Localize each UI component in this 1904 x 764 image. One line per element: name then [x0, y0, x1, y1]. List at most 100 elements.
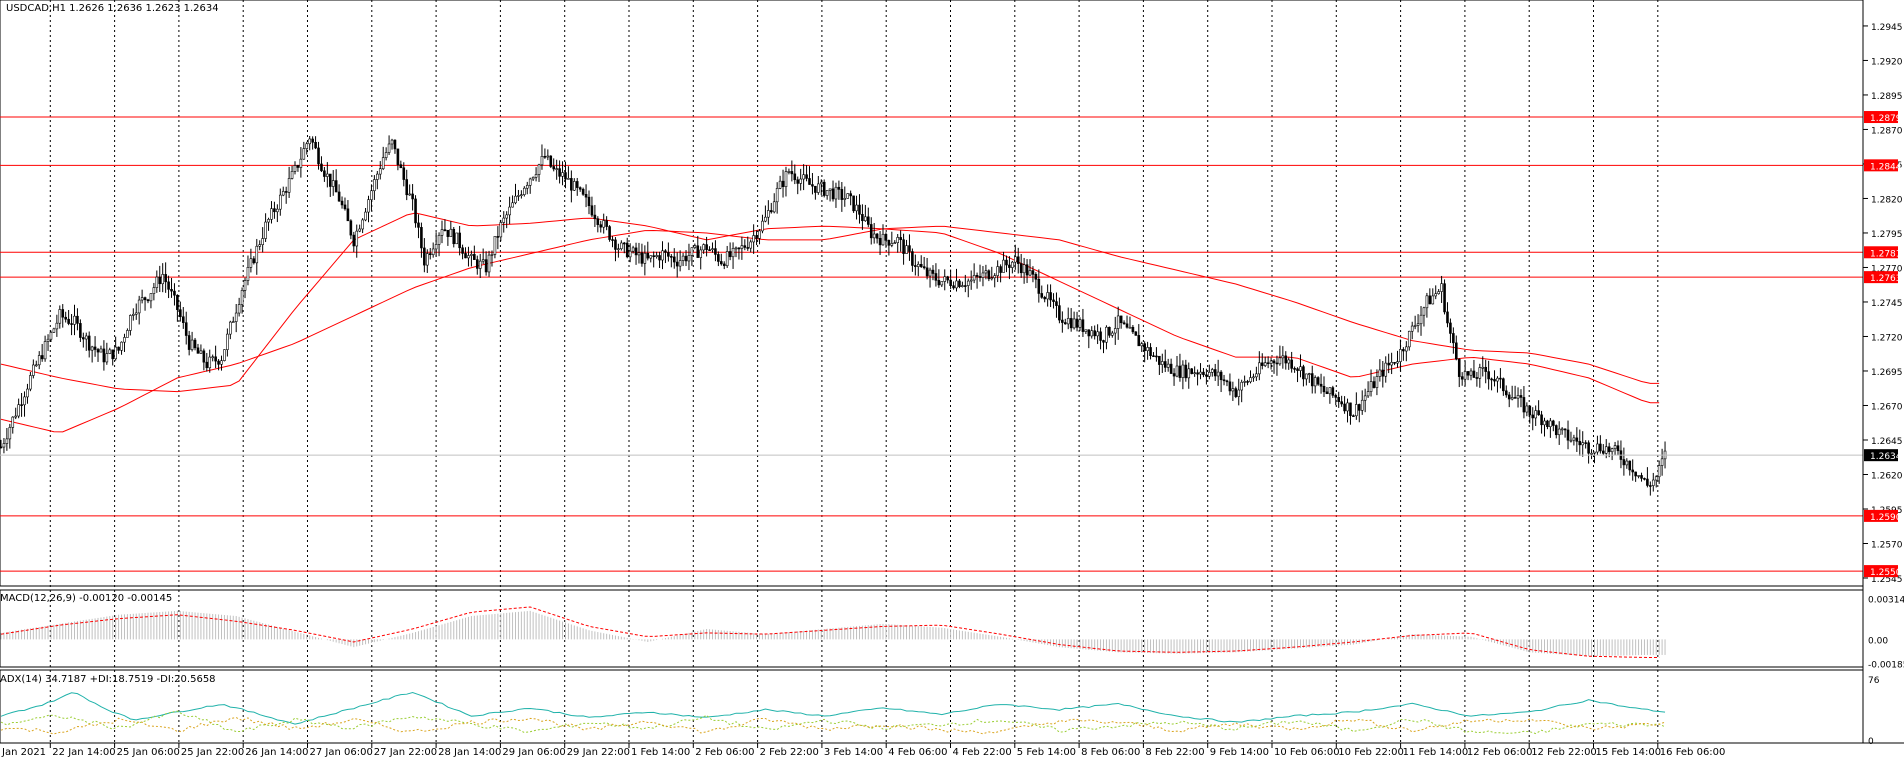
candle-body: [202, 350, 206, 363]
candle-body: [911, 251, 914, 266]
candle-body: [1281, 355, 1285, 359]
candle-body: [1502, 378, 1505, 392]
candle-body: [890, 243, 894, 246]
candle-body: [46, 338, 50, 342]
candle-body: [1343, 403, 1346, 412]
time-scale[interactable]: Jan 2021 22 Jan 14:00 25 Jan 06:00 25 Jan 2…: [0, 742, 1904, 758]
candle-body: [287, 178, 291, 193]
candle-body: [1034, 274, 1038, 280]
candle-body: [1590, 452, 1593, 455]
candle-body: [376, 173, 379, 180]
candle-body: [273, 208, 276, 213]
candle-body: [896, 237, 900, 243]
candle-body: [373, 179, 376, 192]
candle-body: [825, 190, 829, 196]
candle-body: [205, 361, 209, 369]
candle-body: [728, 251, 732, 258]
candle-body: [1319, 383, 1323, 387]
candle-body: [564, 172, 567, 180]
candle-body: [1434, 293, 1438, 297]
candle-body: [34, 364, 38, 367]
candle-body: [990, 277, 994, 280]
candle-body: [1496, 377, 1499, 382]
current-price-tag: [1864, 449, 1898, 462]
candle-body: [543, 156, 547, 158]
candle-body: [1563, 428, 1567, 431]
adx-main-line: [0, 691, 1666, 725]
candle-body: [1396, 361, 1399, 364]
candle-body: [1149, 347, 1152, 357]
candle-body: [567, 178, 570, 180]
candle-body: [1125, 323, 1129, 328]
candle-body: [384, 152, 388, 158]
candle-body: [414, 198, 417, 224]
candle-body: [740, 245, 744, 249]
price-scale[interactable]: 1.29451.29201.28951.28701.28451.28201.27…: [1862, 0, 1904, 747]
candle-body: [1169, 363, 1173, 374]
candle-body: [634, 247, 638, 256]
candle-body: [664, 250, 667, 253]
time-label: 22 Jan 14:00: [52, 747, 115, 758]
candle-body: [1178, 365, 1182, 378]
candle-body: [226, 333, 229, 350]
candle-body: [987, 270, 991, 280]
time-label: 15 Feb 14:00: [1596, 747, 1662, 758]
candle-body: [866, 216, 870, 225]
candle-body: [449, 228, 453, 237]
candle-body: [858, 204, 861, 215]
candle-body: [637, 252, 641, 256]
candle-body: [1572, 437, 1576, 441]
candle-body: [1422, 307, 1426, 316]
candle-body: [123, 337, 126, 343]
candle-body: [0, 446, 3, 449]
candle-body: [1402, 349, 1405, 352]
candle-body: [1346, 402, 1349, 412]
candle-body: [1599, 443, 1602, 452]
candle-body: [1513, 397, 1517, 399]
price-panel[interactable]: USDCAD,H1 1.2626 1.2636 1.2623 1.2634: [0, 0, 1864, 587]
candle-body: [620, 242, 623, 250]
candle-body: [296, 165, 300, 168]
candle-body: [937, 280, 941, 286]
time-label: 12 Feb 06:00: [1467, 747, 1533, 758]
candle-body: [1022, 264, 1026, 274]
candle-body: [714, 248, 717, 255]
candle-body: [190, 339, 194, 350]
candle-body: [1043, 297, 1046, 300]
candle-body: [531, 176, 535, 180]
candle-body: [1090, 330, 1094, 337]
candle-body: [1216, 371, 1220, 377]
candle-body: [370, 190, 373, 200]
candle-body: [802, 174, 805, 180]
candle-body: [120, 341, 123, 351]
candle-body: [76, 315, 79, 324]
candle-body: [966, 280, 970, 286]
time-label: 16 Feb 06:00: [1660, 747, 1726, 758]
candle-body: [258, 244, 262, 247]
candle-body: [811, 184, 814, 187]
candle-body: [617, 248, 620, 251]
candle-body: [1046, 292, 1049, 300]
candle-body: [220, 360, 223, 365]
macd-scale-label: 0.00: [1868, 636, 1888, 646]
candle-body: [1163, 361, 1167, 368]
candle-body: [884, 233, 888, 241]
time-label: 3 Feb 14:00: [824, 747, 883, 758]
candle-body: [661, 250, 664, 261]
candle-body: [805, 174, 808, 179]
candle-body: [405, 179, 409, 196]
candle-body: [2, 443, 6, 448]
candle-body: [199, 350, 203, 354]
candle-body: [481, 259, 485, 262]
candlesticks: [0, 135, 1667, 496]
candle-body: [328, 173, 332, 187]
candle-body: [1037, 278, 1041, 294]
candle-body: [1466, 371, 1470, 376]
candle-body: [999, 266, 1002, 273]
candle-body: [902, 239, 905, 254]
candle-body: [499, 222, 503, 238]
candle-body: [399, 164, 403, 169]
candle-body: [537, 164, 541, 175]
candle-body: [975, 275, 979, 277]
